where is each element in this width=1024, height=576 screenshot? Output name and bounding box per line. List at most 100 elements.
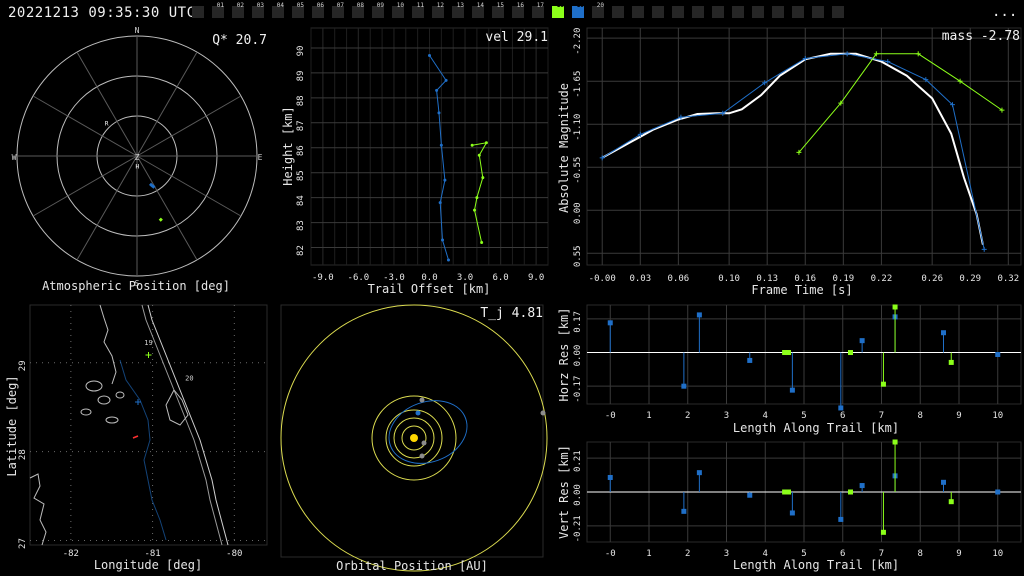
y-axis-label: Height [km] [281,106,295,185]
x-tick-label: 9 [956,411,961,421]
camera-toggle-slot-27[interactable] [732,6,744,18]
q-stat: Q* 20.7 [212,33,267,48]
residual-point-18 [848,350,853,356]
x-tick-label: 0.22 [871,274,893,284]
data-point-19 [437,111,441,115]
camera-toggle-20[interactable]: 20 [592,3,604,18]
camera-toggle-slot-31[interactable] [812,6,824,18]
camera-toggle-16[interactable]: 16 [512,3,524,18]
residual-point-19 [607,474,613,480]
camera-toggle-slot-23[interactable] [652,6,664,18]
data-point-19 [435,88,439,92]
coastline [165,389,189,426]
camera-label: 11 [416,2,424,9]
camera-toggle-slot-25[interactable] [692,6,704,18]
camera-toggle-13[interactable]: 13 [452,3,464,18]
camera-label: 17 [536,2,544,9]
camera-toggle-14[interactable]: 14 [472,3,484,18]
x-tick-label: 7 [879,411,884,421]
residual-point-18 [880,381,886,387]
x-axis-label: Length Along Trail [km] [733,421,899,435]
polar-spoke [136,51,198,157]
plot-frame [586,27,1022,266]
x-tick-label: 10 [992,549,1003,559]
plot-frame [280,304,544,558]
y-tick-label: 85 [296,170,306,181]
y-tick-label: 27 [18,538,28,549]
station-label: H [136,163,140,170]
track-19 [148,182,156,189]
camera-toggle-06[interactable]: 06 [312,2,324,18]
lake [85,380,103,392]
data-point-18 [484,141,488,145]
y-tick-label: 84 [296,195,306,206]
residual-point-19 [747,357,753,363]
residual-point-18 [892,439,898,445]
y-tick-label: 0.55 [573,245,583,267]
camera-toggle-12[interactable]: 12 [432,3,444,18]
y-tick-label: 87 [296,120,306,131]
velocity-stat: vel 29.1 [485,30,548,45]
y-tick-label: 88 [296,95,306,106]
planet-orbit [371,395,457,481]
residual-point-19 [838,516,844,522]
camera-label: 06 [316,2,324,9]
trail-panel: -9.0 -6.0 -3.0 0.0 3.0 6.0 9.0 82 83 84 85 86 87 88 89… [281,27,549,296]
camera-toggle-slot-24[interactable] [672,6,684,18]
camera-toggle-07[interactable]: 07 [332,3,344,18]
x-tick-label: 0.19 [832,274,854,284]
camera-toggle-18[interactable]: 18 [552,3,564,18]
polar-spoke [136,155,242,217]
camera-toggle-slot-30[interactable] [792,6,804,18]
data-point-19 [441,238,445,242]
camera-toggle-02[interactable]: 02 [232,3,244,18]
camera-toggle-slot-21[interactable] [612,6,624,18]
camera-toggle-slot-26[interactable] [712,6,724,18]
series-line-19 [601,53,985,250]
residual-point-19 [838,405,844,411]
camera-toggle-03[interactable]: 03 [252,3,264,18]
camera-label: 15 [496,2,504,9]
station-label: R [105,120,109,127]
y-tick-label: -0.55 [573,157,583,184]
camera-toggle-slot-22[interactable] [632,6,644,18]
residual-point-18 [782,489,788,495]
x-tick-label: -0 [605,549,616,559]
x-axis-label: Atmospheric Position [deg] [42,279,230,293]
camera-toggle-slot-0[interactable] [192,6,204,18]
camera-toggle-08[interactable]: 08 [352,3,364,18]
tisserand-stat: T_j 4.81 [480,306,543,321]
y-tick-label: -1.10 [573,114,583,141]
data-point-19 [446,258,450,262]
x-tick-label: 0.32 [997,274,1019,284]
camera-toggle-19[interactable]: 19 [572,3,584,18]
camera-toggle-15[interactable]: 15 [492,2,504,18]
planet-marker [421,440,427,446]
camera-label: 10 [396,2,404,9]
y-tick-label: -0.21 [573,515,583,542]
camera-toggle-17[interactable]: 17 [532,2,544,18]
camera-toggle-05[interactable]: 05 [292,3,304,18]
polar-spoke [76,51,138,157]
camera-toggle-09[interactable]: 09 [372,3,384,18]
x-axis-label: Length Along Trail [km] [733,558,899,572]
y-axis-label: Vert Res [km] [557,445,571,539]
data-point-18 [470,143,474,147]
station-label: 20 [185,375,193,383]
residual-point-18 [782,350,788,356]
camera-toggle-04[interactable]: 04 [272,3,284,18]
camera-toggle-10[interactable]: 10 [392,2,404,18]
camera-toggle-slot-32[interactable] [832,6,844,18]
lake [105,416,119,424]
x-tick-label: -0.00 [589,274,616,284]
direction-label-n: N [135,26,140,35]
residual-point-19 [681,383,687,389]
camera-toggle-slot-29[interactable] [772,6,784,18]
camera-toggle-11[interactable]: 11 [412,2,424,18]
more-menu-button[interactable]: ... [992,4,1018,20]
camera-toggle-01[interactable]: 01 [212,3,224,18]
x-tick-label: 3 [724,549,729,559]
magnitude-panel: -0.00 0.03 0.06 0.10 0.13 0.16 0.19 0.22 0.26 0.2… [557,27,1022,297]
camera-toggle-slot-28[interactable] [752,6,764,18]
x-axis-label: Frame Time [s] [751,283,852,297]
